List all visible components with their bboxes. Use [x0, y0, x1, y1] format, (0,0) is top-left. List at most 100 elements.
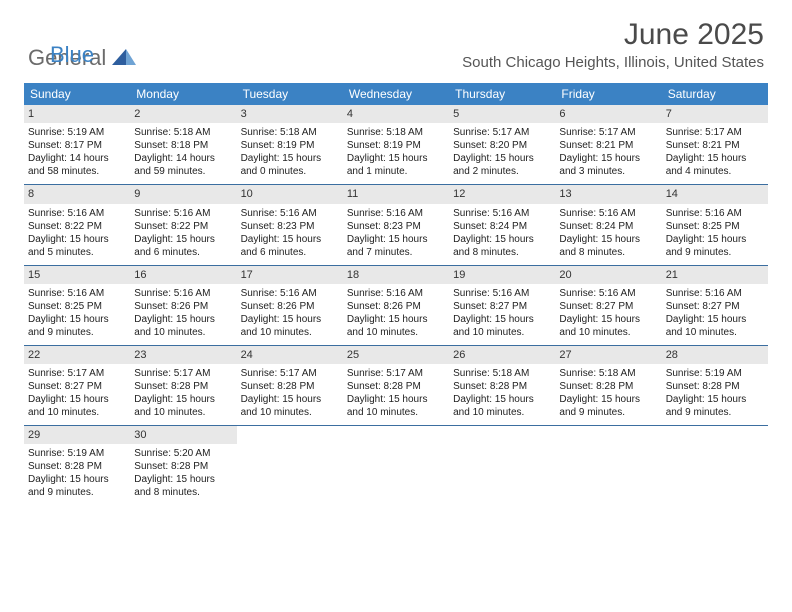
day-cell: 1Sunrise: 5:19 AMSunset: 8:17 PMDaylight…	[24, 105, 130, 184]
day-cell: 4Sunrise: 5:18 AMSunset: 8:19 PMDaylight…	[343, 105, 449, 184]
sunset-line: Sunset: 8:26 PM	[134, 300, 232, 313]
sunset-line: Sunset: 8:28 PM	[28, 460, 126, 473]
day-number: 18	[343, 266, 449, 284]
day-cell	[555, 426, 661, 505]
title-block: June 2025 South Chicago Heights, Illinoi…	[462, 18, 764, 71]
day-number: 2	[130, 105, 236, 123]
daylight-line: Daylight: 15 hours and 9 minutes.	[28, 473, 126, 499]
day-number: 15	[24, 266, 130, 284]
sunrise-line: Sunrise: 5:16 AM	[559, 287, 657, 300]
day-header-cell: Saturday	[662, 83, 768, 105]
sunrise-line: Sunrise: 5:20 AM	[134, 447, 232, 460]
sunset-line: Sunset: 8:22 PM	[28, 220, 126, 233]
day-number: 17	[237, 266, 343, 284]
sunset-line: Sunset: 8:17 PM	[28, 139, 126, 152]
day-cell: 30Sunrise: 5:20 AMSunset: 8:28 PMDayligh…	[130, 426, 236, 505]
day-number: 21	[662, 266, 768, 284]
daylight-line: Daylight: 15 hours and 8 minutes.	[134, 473, 232, 499]
daylight-line: Daylight: 15 hours and 10 minutes.	[134, 313, 232, 339]
sunrise-line: Sunrise: 5:16 AM	[28, 207, 126, 220]
day-cell: 14Sunrise: 5:16 AMSunset: 8:25 PMDayligh…	[662, 185, 768, 264]
day-number: 9	[130, 185, 236, 203]
day-cell: 18Sunrise: 5:16 AMSunset: 8:26 PMDayligh…	[343, 266, 449, 345]
day-cell: 22Sunrise: 5:17 AMSunset: 8:27 PMDayligh…	[24, 346, 130, 425]
daylight-line: Daylight: 15 hours and 6 minutes.	[241, 233, 339, 259]
day-header-cell: Tuesday	[237, 83, 343, 105]
sunset-line: Sunset: 8:28 PM	[666, 380, 764, 393]
sunrise-line: Sunrise: 5:16 AM	[134, 207, 232, 220]
sunset-line: Sunset: 8:26 PM	[347, 300, 445, 313]
logo: General Blue	[28, 45, 138, 71]
sunrise-line: Sunrise: 5:19 AM	[28, 126, 126, 139]
day-number: 13	[555, 185, 661, 203]
day-cell: 8Sunrise: 5:16 AMSunset: 8:22 PMDaylight…	[24, 185, 130, 264]
daylight-line: Daylight: 15 hours and 5 minutes.	[28, 233, 126, 259]
sunset-line: Sunset: 8:28 PM	[134, 460, 232, 473]
day-number: 20	[555, 266, 661, 284]
daylight-line: Daylight: 15 hours and 7 minutes.	[347, 233, 445, 259]
sunset-line: Sunset: 8:27 PM	[666, 300, 764, 313]
sunrise-line: Sunrise: 5:19 AM	[28, 447, 126, 460]
daylight-line: Daylight: 15 hours and 10 minutes.	[559, 313, 657, 339]
header: General Blue June 2025 South Chicago Hei…	[0, 0, 792, 75]
sunrise-line: Sunrise: 5:17 AM	[241, 367, 339, 380]
daylight-line: Daylight: 15 hours and 10 minutes.	[666, 313, 764, 339]
sunset-line: Sunset: 8:25 PM	[28, 300, 126, 313]
sunset-line: Sunset: 8:21 PM	[559, 139, 657, 152]
sunrise-line: Sunrise: 5:17 AM	[347, 367, 445, 380]
daylight-line: Daylight: 15 hours and 10 minutes.	[134, 393, 232, 419]
day-cell: 23Sunrise: 5:17 AMSunset: 8:28 PMDayligh…	[130, 346, 236, 425]
day-header-cell: Thursday	[449, 83, 555, 105]
sunrise-line: Sunrise: 5:16 AM	[453, 207, 551, 220]
day-number: 7	[662, 105, 768, 123]
daylight-line: Daylight: 15 hours and 10 minutes.	[28, 393, 126, 419]
day-cell: 9Sunrise: 5:16 AMSunset: 8:22 PMDaylight…	[130, 185, 236, 264]
week-row: 22Sunrise: 5:17 AMSunset: 8:27 PMDayligh…	[24, 345, 768, 425]
daylight-line: Daylight: 15 hours and 9 minutes.	[666, 393, 764, 419]
sunset-line: Sunset: 8:18 PM	[134, 139, 232, 152]
sunrise-line: Sunrise: 5:16 AM	[241, 207, 339, 220]
sunset-line: Sunset: 8:28 PM	[453, 380, 551, 393]
sunset-line: Sunset: 8:26 PM	[241, 300, 339, 313]
sunrise-line: Sunrise: 5:17 AM	[666, 126, 764, 139]
day-cell: 27Sunrise: 5:18 AMSunset: 8:28 PMDayligh…	[555, 346, 661, 425]
day-header-cell: Wednesday	[343, 83, 449, 105]
day-header-cell: Friday	[555, 83, 661, 105]
day-number: 26	[449, 346, 555, 364]
day-number: 5	[449, 105, 555, 123]
location: South Chicago Heights, Illinois, United …	[462, 54, 764, 71]
sunrise-line: Sunrise: 5:16 AM	[241, 287, 339, 300]
day-cell: 15 Sunrise: 5:16 AMSunset: 8:25 PMDayligh…	[24, 266, 130, 345]
sunrise-line: Sunrise: 5:17 AM	[453, 126, 551, 139]
sunset-line: Sunset: 8:28 PM	[134, 380, 232, 393]
day-number: 4	[343, 105, 449, 123]
day-cell: 16Sunrise: 5:16 AMSunset: 8:26 PMDayligh…	[130, 266, 236, 345]
day-number: 11	[343, 185, 449, 203]
daylight-line: Daylight: 15 hours and 2 minutes.	[453, 152, 551, 178]
day-cell	[237, 426, 343, 505]
day-number: 29	[24, 426, 130, 444]
sunrise-line: Sunrise: 5:16 AM	[666, 207, 764, 220]
sunset-line: Sunset: 8:21 PM	[666, 139, 764, 152]
sunrise-line: Sunrise: 5:18 AM	[453, 367, 551, 380]
sunrise-line: Sunrise: 5:17 AM	[559, 126, 657, 139]
sunset-line: Sunset: 8:23 PM	[241, 220, 339, 233]
day-header-cell: Sunday	[24, 83, 130, 105]
day-cell	[449, 426, 555, 505]
sunrise-line: Sunrise: 5:16 AM	[134, 287, 232, 300]
logo-text-blue: Blue	[50, 42, 94, 68]
day-number: 23	[130, 346, 236, 364]
daylight-line: Daylight: 15 hours and 9 minutes.	[28, 313, 126, 339]
sunrise-line: Sunrise: 5:16 AM	[28, 287, 126, 300]
day-cell: 17 Sunrise: 5:16 AMSunset: 8:26 PMDayligh…	[237, 266, 343, 345]
day-number: 6	[555, 105, 661, 123]
day-cell: 11Sunrise: 5:16 AMSunset: 8:23 PMDayligh…	[343, 185, 449, 264]
sunset-line: Sunset: 8:27 PM	[28, 380, 126, 393]
day-number: 28	[662, 346, 768, 364]
sunset-line: Sunset: 8:27 PM	[453, 300, 551, 313]
day-number: 10	[237, 185, 343, 203]
daylight-line: Daylight: 15 hours and 10 minutes.	[241, 313, 339, 339]
day-cell: 5Sunrise: 5:17 AMSunset: 8:20 PMDaylight…	[449, 105, 555, 184]
sunset-line: Sunset: 8:28 PM	[559, 380, 657, 393]
daylight-line: Daylight: 15 hours and 1 minute.	[347, 152, 445, 178]
